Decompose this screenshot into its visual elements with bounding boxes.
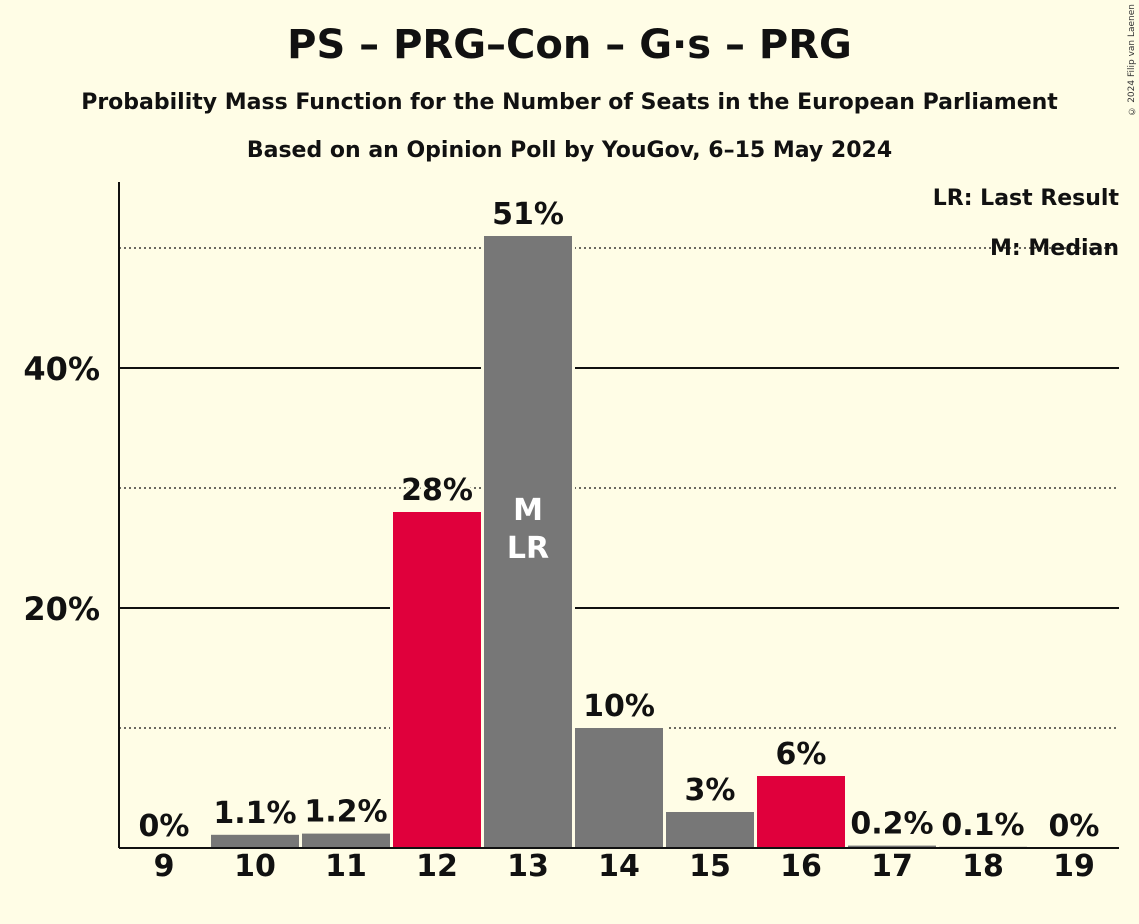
median-marker: M	[513, 493, 543, 528]
x-tick-label: 16	[780, 849, 822, 884]
bar	[484, 236, 572, 848]
x-tick-label: 17	[871, 849, 913, 884]
x-tick-label: 15	[689, 849, 731, 884]
x-tick-label: 11	[325, 849, 367, 884]
last-result-marker: LR	[507, 531, 549, 566]
bar	[211, 834, 299, 848]
bar-value-label: 3%	[685, 773, 736, 808]
bar	[666, 812, 754, 848]
x-tick-label: 14	[598, 849, 640, 884]
bar-value-label: 1.2%	[304, 795, 387, 830]
bar-value-label: 0.1%	[941, 808, 1024, 843]
bar-value-label: 0.2%	[850, 807, 933, 842]
legend-median: M: Median	[990, 236, 1119, 261]
chart-source: Based on an Opinion Poll by YouGov, 6–15…	[246, 138, 893, 163]
bar-value-label: 28%	[401, 473, 473, 508]
bar	[575, 728, 663, 848]
bar-value-label: 0%	[139, 809, 190, 844]
x-tick-label: 12	[416, 849, 458, 884]
legend-last-result: LR: Last Result	[932, 186, 1119, 211]
bar-value-label: 51%	[492, 197, 564, 232]
x-tick-label: 18	[962, 849, 1004, 884]
bar	[757, 776, 845, 848]
bar-value-label: 0%	[1049, 809, 1100, 844]
bar-value-label: 10%	[583, 689, 655, 724]
bar-value-label: 6%	[776, 737, 827, 772]
bar	[302, 833, 390, 848]
x-tick-label: 19	[1053, 849, 1095, 884]
y-tick-label: 20%	[23, 590, 100, 628]
x-tick-label: 9	[154, 849, 175, 884]
bar	[848, 845, 936, 848]
x-tick-label: 13	[507, 849, 549, 884]
y-tick-label: 40%	[23, 350, 100, 388]
chart-title: PS – PRG–Con – G·s – PRG	[287, 22, 852, 68]
bar-value-label: 1.1%	[213, 796, 296, 831]
x-tick-label: 10	[234, 849, 276, 884]
chart-subtitle: Probability Mass Function for the Number…	[81, 90, 1058, 115]
bar	[393, 512, 481, 848]
